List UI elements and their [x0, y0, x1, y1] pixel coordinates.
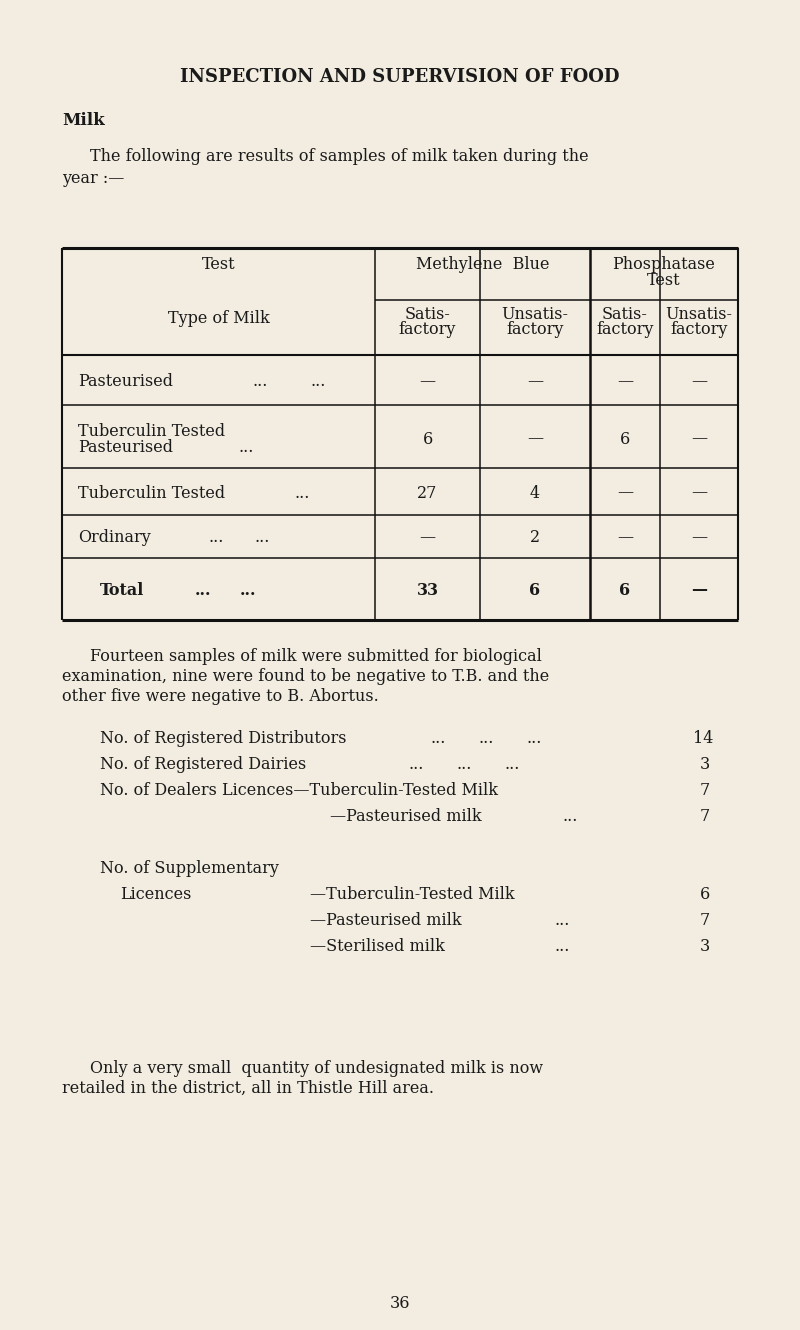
- Text: ...: ...: [295, 484, 310, 501]
- Text: retailed in the district, all in Thistle Hill area.: retailed in the district, all in Thistle…: [62, 1080, 434, 1097]
- Text: 6: 6: [619, 583, 630, 598]
- Text: —: —: [691, 484, 707, 501]
- Text: —Pasteurised milk: —Pasteurised milk: [330, 809, 482, 825]
- Text: Tuberculin Tested: Tuberculin Tested: [78, 484, 225, 501]
- Text: The following are results of samples of milk taken during the: The following are results of samples of …: [90, 148, 589, 165]
- Text: ...: ...: [238, 439, 254, 455]
- Text: —: —: [691, 372, 707, 390]
- Text: —: —: [691, 431, 707, 447]
- Text: Satis-: Satis-: [602, 306, 648, 323]
- Text: Satis-: Satis-: [405, 306, 450, 323]
- Text: 27: 27: [418, 484, 438, 501]
- Text: factory: factory: [596, 321, 654, 338]
- Text: ...: ...: [408, 755, 423, 773]
- Text: ...: ...: [555, 912, 570, 928]
- Text: 6: 6: [530, 583, 541, 598]
- Text: ...: ...: [208, 529, 223, 547]
- Text: —: —: [691, 583, 707, 598]
- Text: No. of Supplementary: No. of Supplementary: [100, 861, 279, 876]
- Text: Phosphatase: Phosphatase: [613, 255, 715, 273]
- Text: Tuberculin Tested: Tuberculin Tested: [78, 423, 225, 439]
- Text: Type of Milk: Type of Milk: [168, 310, 270, 327]
- Text: 6: 6: [422, 431, 433, 447]
- Text: ...: ...: [504, 755, 519, 773]
- Text: 6: 6: [620, 431, 630, 447]
- Text: 7: 7: [700, 782, 710, 799]
- Text: Ordinary: Ordinary: [78, 529, 150, 547]
- Text: Test: Test: [647, 273, 681, 289]
- Text: 3: 3: [700, 938, 710, 955]
- Text: Pasteurised: Pasteurised: [78, 439, 173, 455]
- Text: ...: ...: [526, 730, 542, 747]
- Text: ...: ...: [430, 730, 446, 747]
- Text: —: —: [419, 372, 435, 390]
- Text: Milk: Milk: [62, 112, 105, 129]
- Text: No. of Dealers Licences—Tuberculin-Tested Milk: No. of Dealers Licences—Tuberculin-Teste…: [100, 782, 498, 799]
- Text: INSPECTION AND SUPERVISION OF FOOD: INSPECTION AND SUPERVISION OF FOOD: [180, 68, 620, 86]
- Text: 6: 6: [700, 886, 710, 903]
- Text: ...: ...: [562, 809, 578, 825]
- Text: ...: ...: [255, 529, 270, 547]
- Text: year :—: year :—: [62, 170, 124, 188]
- Text: Unsatis-: Unsatis-: [502, 306, 569, 323]
- Text: Unsatis-: Unsatis-: [666, 306, 733, 323]
- Text: —: —: [617, 529, 633, 547]
- Text: ...: ...: [456, 755, 471, 773]
- Text: —Sterilised milk: —Sterilised milk: [310, 938, 445, 955]
- Text: —: —: [527, 431, 543, 447]
- Text: factory: factory: [670, 321, 728, 338]
- Text: examination, nine were found to be negative to T.B. and the: examination, nine were found to be negat…: [62, 668, 550, 685]
- Text: Methylene  Blue: Methylene Blue: [416, 255, 550, 273]
- Text: 33: 33: [417, 583, 438, 598]
- Text: 3: 3: [700, 755, 710, 773]
- Text: 14: 14: [693, 730, 714, 747]
- Text: —: —: [617, 372, 633, 390]
- Text: factory: factory: [399, 321, 456, 338]
- Text: 36: 36: [390, 1295, 410, 1311]
- Text: ...: ...: [478, 730, 494, 747]
- Text: 4: 4: [530, 484, 540, 501]
- Text: —: —: [691, 529, 707, 547]
- Text: No. of Registered Dairies: No. of Registered Dairies: [100, 755, 306, 773]
- Text: Licences: Licences: [120, 886, 191, 903]
- Text: Pasteurised: Pasteurised: [78, 372, 173, 390]
- Text: 7: 7: [700, 912, 710, 928]
- Text: Total: Total: [100, 583, 144, 598]
- Text: No. of Registered Distributors: No. of Registered Distributors: [100, 730, 346, 747]
- Text: ...: ...: [195, 583, 211, 598]
- Text: ...: ...: [555, 938, 570, 955]
- Text: —: —: [617, 484, 633, 501]
- Text: ...: ...: [310, 372, 326, 390]
- Text: ...: ...: [240, 583, 257, 598]
- Text: factory: factory: [506, 321, 564, 338]
- Text: other five were negative to B. Abortus.: other five were negative to B. Abortus.: [62, 688, 378, 705]
- Text: —: —: [527, 372, 543, 390]
- Text: Test: Test: [202, 255, 235, 273]
- Text: ...: ...: [252, 372, 267, 390]
- Text: —: —: [419, 529, 435, 547]
- Text: —Tuberculin-Tested Milk: —Tuberculin-Tested Milk: [310, 886, 514, 903]
- Text: 7: 7: [700, 809, 710, 825]
- Text: Fourteen samples of milk were submitted for biological: Fourteen samples of milk were submitted …: [90, 648, 542, 665]
- Text: —Pasteurised milk: —Pasteurised milk: [310, 912, 462, 928]
- Text: Only a very small  quantity of undesignated milk is now: Only a very small quantity of undesignat…: [90, 1060, 543, 1077]
- Text: 2: 2: [530, 529, 540, 547]
